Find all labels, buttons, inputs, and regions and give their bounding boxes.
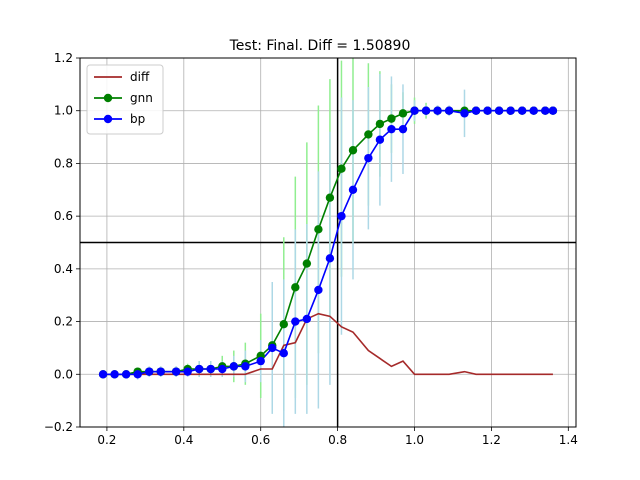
bp-point xyxy=(98,370,108,379)
series-markers xyxy=(98,106,558,379)
y-tick-label: −0.2 xyxy=(44,420,73,434)
y-tick-label: 1.2 xyxy=(54,51,73,65)
bp-point xyxy=(398,124,408,134)
bp-point xyxy=(364,153,373,163)
x-tick-label: 0.8 xyxy=(328,433,347,447)
y-tick-label: 0.6 xyxy=(54,209,73,223)
bp-point xyxy=(206,364,215,374)
bp-point xyxy=(483,106,492,115)
x-tick-label: 1.0 xyxy=(405,433,424,447)
chart-title: Test: Final. Diff = 1.50890 xyxy=(229,38,411,54)
bp-point xyxy=(529,106,538,115)
bp-point xyxy=(433,106,442,115)
legend-label-bp: bp xyxy=(130,112,145,126)
bp-point xyxy=(517,106,527,115)
bp-point xyxy=(183,367,192,376)
x-axis: 0.2 0.4 0.6 0.8 1.0 1.2 1.4 xyxy=(97,427,578,447)
x-tick-label: 0.6 xyxy=(251,433,270,447)
bp-point xyxy=(218,364,227,374)
y-tick-label: 0.4 xyxy=(54,262,73,276)
gnn-point xyxy=(337,164,346,173)
legend-marker-bp xyxy=(103,114,113,124)
gnn-point xyxy=(398,109,408,118)
diff-series-line xyxy=(103,312,553,376)
bp-point xyxy=(337,211,346,221)
bp-point xyxy=(133,370,142,379)
bp-point xyxy=(268,343,277,353)
x-tick-label: 1.2 xyxy=(482,433,501,447)
bp-point xyxy=(444,106,454,115)
y-tick-label: 0.0 xyxy=(54,367,73,381)
bp-point xyxy=(291,317,300,326)
bp-point xyxy=(375,135,385,144)
legend-marker-gnn xyxy=(103,93,113,103)
plot-frame xyxy=(79,57,577,428)
bp-point xyxy=(241,362,250,371)
reference-lines xyxy=(80,58,576,427)
bp-point xyxy=(541,106,550,115)
bp-point xyxy=(548,106,558,115)
bp-point xyxy=(460,109,469,118)
bp-point xyxy=(156,367,165,376)
legend: diff gnn bp xyxy=(86,64,164,135)
bp-point xyxy=(387,124,396,134)
bp-point xyxy=(121,370,131,379)
x-tick-label: 1.4 xyxy=(559,433,578,447)
bp-point xyxy=(279,349,288,358)
y-tick-label: 0.8 xyxy=(54,156,73,170)
y-tick-label: 1.0 xyxy=(54,104,73,118)
bp-point xyxy=(171,367,181,376)
gnn-point xyxy=(325,193,335,202)
gnn-point xyxy=(302,259,312,268)
gnn-point xyxy=(279,320,288,329)
bp-point xyxy=(421,106,431,115)
bp-point xyxy=(194,364,204,374)
bp-point xyxy=(110,370,119,379)
bp-point xyxy=(325,254,335,263)
bp-point xyxy=(145,367,154,376)
gnn-point xyxy=(348,146,358,155)
bp-point xyxy=(494,106,504,115)
gnn-point xyxy=(291,283,300,292)
bp-point xyxy=(314,285,323,295)
gnn-point xyxy=(364,130,373,139)
x-tick-label: 0.2 xyxy=(97,433,116,447)
bp-point xyxy=(302,314,312,324)
legend-label-gnn: gnn xyxy=(130,91,153,105)
bp-point xyxy=(506,106,515,115)
bp-point xyxy=(348,185,358,194)
y-axis: −0.2 0.0 0.2 0.4 0.6 0.8 1.0 1.2 xyxy=(44,51,80,434)
gnn-point xyxy=(314,225,323,234)
bp-point xyxy=(256,356,265,366)
gnn-point xyxy=(375,119,385,129)
bp-point xyxy=(410,106,419,115)
legend-label-diff: diff xyxy=(130,70,150,84)
bp-point xyxy=(471,106,481,115)
bp-point xyxy=(229,362,238,371)
x-tick-label: 0.4 xyxy=(174,433,193,447)
y-tick-label: 0.2 xyxy=(54,315,73,329)
gnn-point xyxy=(387,114,396,123)
